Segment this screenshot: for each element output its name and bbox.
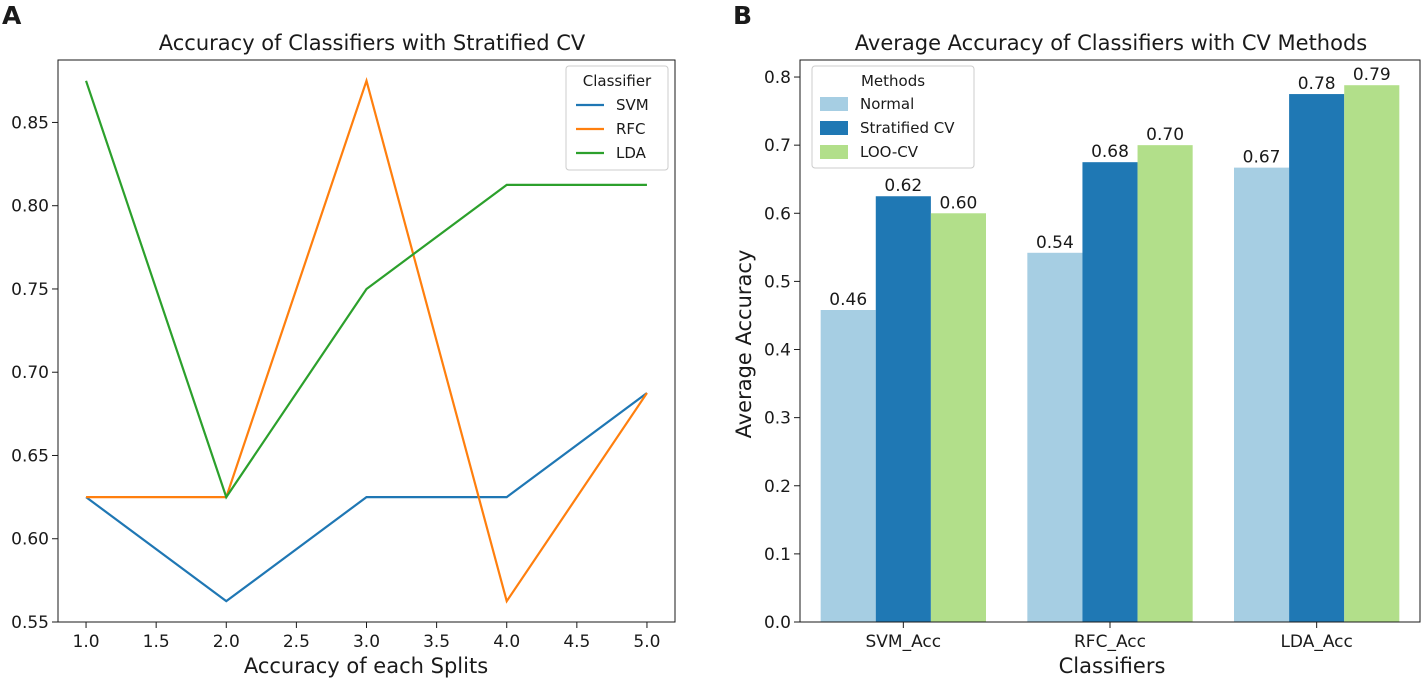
legend-swatch-normal <box>820 97 848 111</box>
x-tick-label: 1.0 <box>73 632 100 652</box>
bar-value-label: 0.70 <box>1146 125 1184 145</box>
panel-b-axes-frame <box>799 59 1421 623</box>
x-tick-label: 4.5 <box>563 632 590 652</box>
y-tick-label: 0.4 <box>764 341 791 361</box>
y-tick-label: 0.8 <box>764 68 791 88</box>
panel-a-title: Accuracy of Classifiers with Stratified … <box>159 31 586 55</box>
y-tick-label: 0.5 <box>764 272 791 292</box>
x-tick-label-rfc_acc: RFC_Acc <box>1074 632 1146 652</box>
panel-a-plot-area: 1.0 1.5 2.0 2.5 3.0 3.5 4.0 4.5 5.0 0.55 0.60 0.65 0… <box>11 59 676 652</box>
bar-value-label: 0.79 <box>1353 65 1391 85</box>
bar-rfc_acc-stratified-cv <box>1082 162 1138 622</box>
bar-value-label: 0.60 <box>940 193 978 213</box>
legend-swatch-stratified-cv <box>820 121 848 135</box>
x-tick-label: 3.5 <box>423 632 450 652</box>
x-tick-label-svm_acc: SVM_Acc <box>866 632 942 652</box>
y-tick-label: 0.3 <box>764 409 791 429</box>
panel-a-letter: A <box>2 1 22 30</box>
panel-b-y-axis-label: Average Accuracy <box>732 250 756 439</box>
bar-value-label: 0.46 <box>829 290 867 310</box>
y-tick-label: 0.1 <box>764 545 791 565</box>
panel-a-legend-title: Classifier <box>583 72 652 90</box>
y-tick-label: 0.55 <box>11 613 49 633</box>
panel-a-x-axis-label: Accuracy of each Splits <box>244 654 488 678</box>
x-tick-label: 5.0 <box>633 632 660 652</box>
bar-value-label: 0.54 <box>1036 233 1074 253</box>
y-tick-label: 0.60 <box>11 530 49 550</box>
panel-b-legend-box <box>811 65 975 169</box>
panel-b-letter: B <box>733 1 752 30</box>
panel-b-legend-title: Methods <box>861 72 925 90</box>
y-tick-label: 0.75 <box>11 280 49 300</box>
legend-label-lda: LDA <box>616 144 647 162</box>
bar-value-label: 0.67 <box>1243 148 1281 168</box>
bar-svm_acc-normal <box>820 310 876 622</box>
panel-a-legend: Classifier SVM RFC LDA <box>565 65 669 171</box>
y-tick-label: 0.7 <box>764 136 791 156</box>
y-tick-label: 0.6 <box>764 204 791 224</box>
legend-label-svm: SVM <box>616 96 649 114</box>
y-tick-label: 0.2 <box>764 477 791 497</box>
panel-b-x-axis-label: Classifiers <box>1059 654 1166 678</box>
y-tick-label: 0.65 <box>11 446 49 466</box>
bar-value-label: 0.62 <box>884 176 922 196</box>
y-tick-label: 0.0 <box>764 613 791 633</box>
bar-value-label: 0.78 <box>1298 74 1336 94</box>
panel-a-legend-box <box>565 65 669 171</box>
panel-b-title: Average Accuracy of Classifiers with CV … <box>855 31 1368 55</box>
bar-lda_acc-normal <box>1234 167 1290 622</box>
bar-lda_acc-loo-cv <box>1344 85 1400 623</box>
bar-rfc_acc-loo-cv <box>1137 145 1193 622</box>
y-tick-label: 0.85 <box>11 113 49 133</box>
bar-svm_acc-stratified-cv <box>875 196 931 622</box>
y-tick-label: 0.70 <box>11 363 49 383</box>
x-tick-label: 2.5 <box>283 632 310 652</box>
x-tick-label: 2.0 <box>213 632 240 652</box>
y-tick-label: 0.80 <box>11 197 49 217</box>
legend-swatch-loo-cv <box>820 145 848 159</box>
panel-b-legend: Methods Normal Stratified CV LOO-CV <box>811 65 975 169</box>
bar-value-label: 0.68 <box>1091 142 1129 162</box>
legend-label-stratified-cv: Stratified CV <box>860 119 955 137</box>
x-tick-label: 3.0 <box>353 632 380 652</box>
panel-b-plot-area: 0.0 0.1 0.2 0.3 0.4 0.5 0.6 0.7 0.8 SVM_Acc 0.46 0.… <box>764 59 1421 652</box>
legend-label-rfc: RFC <box>616 120 646 138</box>
series-line-rfc <box>86 77 648 604</box>
bar-lda_acc-stratified-cv <box>1289 94 1345 622</box>
panel-b: B Average Accuracy of Classifiers with C… <box>732 1 1421 678</box>
panel-a: A Accuracy of Classifiers with Stratifie… <box>2 1 676 678</box>
legend-label-loo-cv: LOO-CV <box>860 143 919 161</box>
legend-label-normal: Normal <box>860 95 914 113</box>
x-tick-label-lda_acc: LDA_Acc <box>1280 632 1352 652</box>
x-tick-label: 4.0 <box>493 632 520 652</box>
bar-svm_acc-loo-cv <box>930 213 986 623</box>
panel-a-axes-frame <box>57 59 676 623</box>
bar-rfc_acc-normal <box>1027 252 1083 623</box>
x-tick-label: 1.5 <box>143 632 170 652</box>
